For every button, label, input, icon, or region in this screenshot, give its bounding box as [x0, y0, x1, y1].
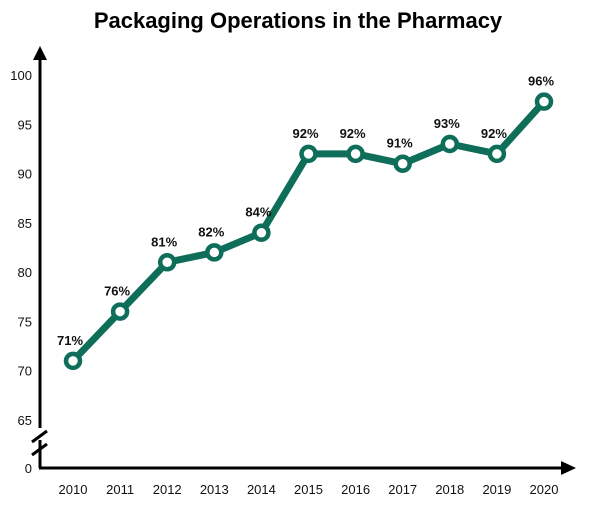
axis-break-mark	[31, 429, 48, 444]
x-tick-label: 2010	[59, 482, 88, 497]
y-tick-label: 95	[18, 117, 32, 132]
x-tick-label: 2019	[482, 482, 511, 497]
y-tick-label: 85	[18, 216, 32, 231]
data-point	[440, 134, 460, 154]
data-point	[110, 302, 130, 321]
data-label: 84%	[245, 205, 271, 220]
data-point	[252, 223, 271, 242]
data-point	[534, 92, 554, 111]
x-tick-label: 2020	[530, 482, 559, 497]
x-tick-label: 2016	[341, 482, 370, 497]
y-tick-label: 0	[25, 461, 32, 476]
data-label: 76%	[104, 284, 130, 299]
y-tick-label: 65	[18, 413, 32, 428]
x-tick-label: 2015	[294, 482, 323, 497]
y-tick-label: 75	[18, 314, 32, 329]
data-point	[205, 243, 224, 262]
data-point	[299, 144, 318, 164]
y-tick-label: 90	[18, 167, 32, 182]
data-label: 82%	[198, 224, 224, 239]
data-label: 96%	[528, 74, 554, 89]
x-tick-label: 2017	[388, 482, 417, 497]
x-axis-arrow	[561, 461, 576, 475]
x-tick-label: 2013	[200, 482, 229, 497]
data-label: 92%	[340, 126, 366, 141]
data-label: 71%	[57, 333, 83, 348]
x-tick-label: 2014	[247, 482, 276, 497]
data-label: 91%	[387, 136, 413, 151]
data-label: 93%	[434, 116, 460, 131]
data-label: 81%	[151, 234, 177, 249]
data-label: 92%	[292, 126, 318, 141]
data-point	[346, 144, 365, 164]
data-labels: 71% 76% 81% 82% 84% 92% 92% 91% 93% 92% 96%	[57, 74, 554, 348]
data-label: 92%	[481, 126, 507, 141]
data-point	[487, 144, 507, 164]
y-tick-label: 100	[10, 68, 32, 83]
x-tick-labels: 2010 2011 2012 2013 2014 2015 2016 2017 2018 2019…	[59, 482, 559, 497]
data-point	[157, 253, 177, 272]
data-point	[63, 351, 83, 371]
y-tick-label: 70	[18, 364, 32, 379]
axis-break-mark	[31, 442, 48, 457]
data-point	[393, 154, 412, 173]
x-tick-label: 2018	[435, 482, 464, 497]
y-tick-label: 80	[18, 265, 32, 280]
y-tick-labels: 0 65 70 75 80 85 90 95 100	[10, 68, 32, 476]
series	[63, 92, 554, 371]
chart-title: Packaging Operations in the Pharmacy	[94, 8, 503, 33]
x-tick-label: 2011	[106, 482, 134, 497]
x-tick-label: 2012	[153, 482, 182, 497]
y-axis-arrow	[33, 46, 47, 60]
axes	[31, 46, 576, 475]
